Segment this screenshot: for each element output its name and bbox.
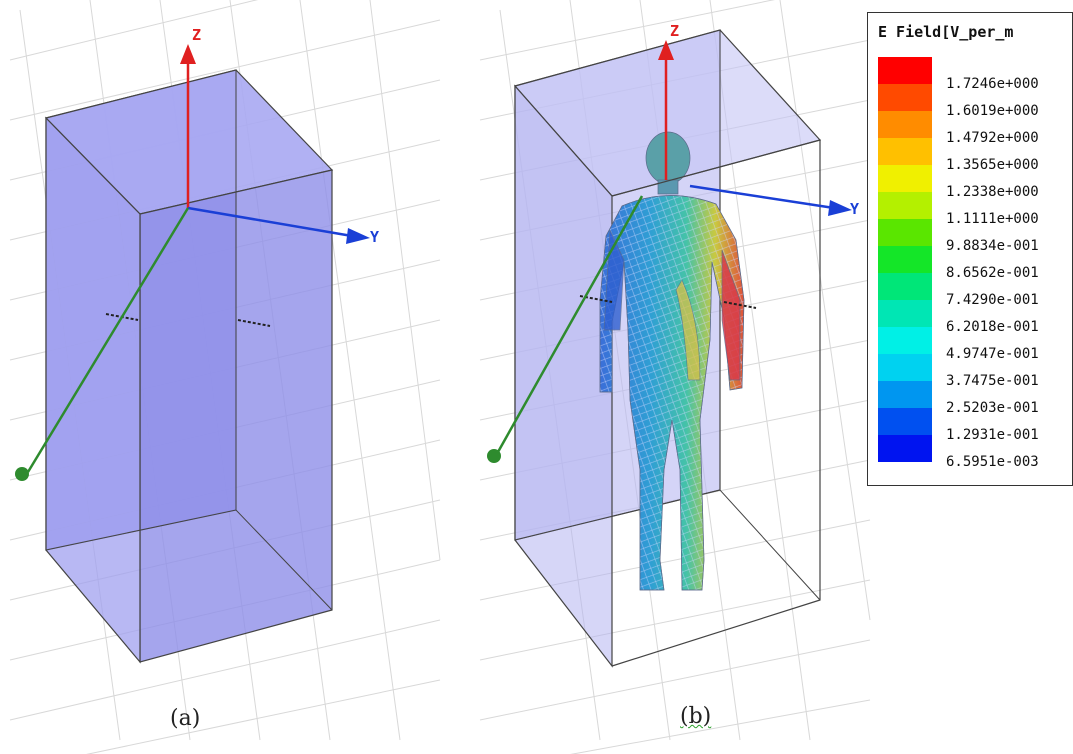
caption-b: (b) — [680, 704, 712, 729]
legend-swatch — [878, 435, 932, 462]
legend-swatch — [878, 246, 932, 273]
legend-tick-label: 4.9747e-001 — [946, 346, 1039, 362]
legend-swatch — [878, 354, 932, 381]
legend-swatch — [878, 138, 932, 165]
panel-b-y-label: Y — [850, 200, 859, 218]
legend-tick-label: 6.2018e-001 — [946, 319, 1039, 335]
legend-swatch — [878, 300, 932, 327]
legend-swatch — [878, 381, 932, 408]
legend-tick-label: 1.1111e+000 — [946, 211, 1039, 227]
legend-swatch — [878, 84, 932, 111]
legend-tick-label: 6.5951e-003 — [946, 454, 1039, 470]
legend-tick-label: 1.7246e+000 — [946, 76, 1039, 92]
legend-tick-label: 1.4792e+000 — [946, 130, 1039, 146]
panel-a-y-label: Y — [370, 228, 379, 246]
legend-tick-label: 1.2931e-001 — [946, 427, 1039, 443]
legend-tick-label: 8.6562e-001 — [946, 265, 1039, 281]
panel-b-z-label: Z — [670, 22, 679, 40]
legend-tick-label: 1.3565e+000 — [946, 157, 1039, 173]
panel-a-axes — [15, 44, 370, 481]
legend-tick-label: 1.6019e+000 — [946, 103, 1039, 119]
legend-tick-label: 2.5203e-001 — [946, 400, 1039, 416]
legend-tick-label: 3.7475e-001 — [946, 373, 1039, 389]
legend-swatch — [878, 327, 932, 354]
legend-tick-label: 7.4290e-001 — [946, 292, 1039, 308]
legend-swatch — [878, 192, 932, 219]
caption-a: (a) — [170, 706, 201, 731]
legend-swatch — [878, 408, 932, 435]
legend-swatch — [878, 219, 932, 246]
panel-a-z-label: Z — [192, 26, 201, 44]
legend-color-scale — [878, 57, 932, 462]
legend-tick-label: 1.2338e+000 — [946, 184, 1039, 200]
legend-swatch — [878, 57, 932, 84]
e-field-legend: E Field[V_per_m 1.7246e+000 1.6019e+000 1.… — [867, 12, 1073, 486]
legend-swatch — [878, 273, 932, 300]
legend-swatch — [878, 165, 932, 192]
legend-tick-label: 9.8834e-001 — [946, 238, 1039, 254]
panel-b-axes — [487, 40, 852, 463]
human-model — [599, 131, 745, 591]
legend-title: E Field[V_per_m — [878, 23, 1014, 41]
legend-tick-labels: 1.7246e+000 1.6019e+000 1.4792e+000 1.3565e… — [946, 71, 1039, 476]
legend-swatch — [878, 111, 932, 138]
